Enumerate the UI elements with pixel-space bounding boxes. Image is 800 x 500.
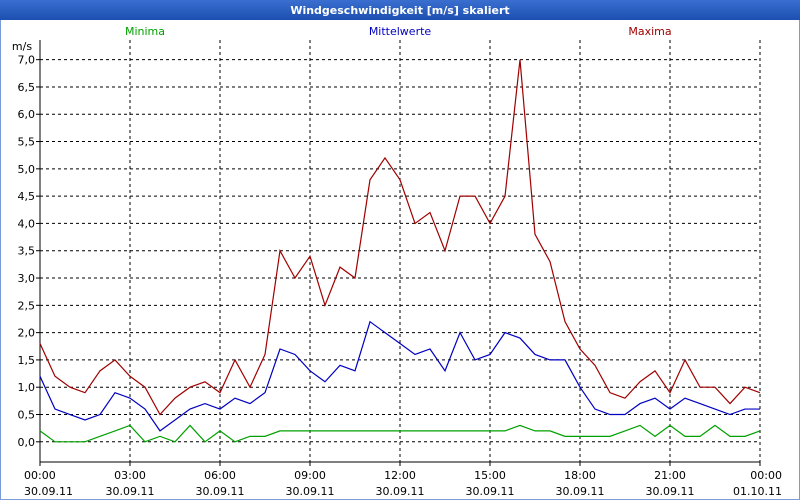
y-tick-label: 4,5 — [18, 190, 36, 203]
series-line — [39, 59, 761, 416]
x-tick-label: 03:00 — [114, 469, 146, 482]
x-tick-date: 30.09.11 — [106, 485, 155, 498]
y-tick-label: 1,5 — [18, 354, 36, 367]
y-tick-label: 6,5 — [18, 81, 36, 94]
legend-entry: Maxima — [628, 25, 671, 38]
y-tick-label: 3,0 — [18, 272, 36, 285]
title-bar — [0, 0, 800, 20]
x-tick-date: 30.09.11 — [286, 485, 335, 498]
series-line — [39, 424, 761, 443]
x-tick-date: 30.09.11 — [24, 485, 73, 498]
x-tick-label: 00:00 — [24, 469, 56, 482]
x-tick-date: 30.09.11 — [376, 485, 425, 498]
y-tick-label: 7,0 — [18, 54, 36, 67]
x-tick-date: 01.10.11 — [733, 485, 782, 498]
x-tick-label: 21:00 — [654, 469, 686, 482]
series-line — [39, 320, 760, 432]
y-tick-label: 0,5 — [18, 409, 36, 422]
x-tick-label: 09:00 — [294, 469, 326, 482]
y-tick-label: 3,5 — [18, 245, 36, 258]
x-tick-label: 18:00 — [564, 469, 596, 482]
x-tick-date: 30.09.11 — [196, 485, 245, 498]
x-tick-label: 12:00 — [384, 469, 416, 482]
y-tick-label: 5,0 — [18, 163, 36, 176]
y-tick-label: 6,0 — [18, 108, 36, 121]
y-tick-label: 2,0 — [18, 327, 36, 340]
y-tick-label: 4,0 — [18, 217, 36, 230]
legend-entry: Minima — [125, 25, 165, 38]
x-tick-date: 30.09.11 — [646, 485, 695, 498]
y-tick-label: 1,0 — [18, 381, 36, 394]
x-tick-date: 30.09.11 — [466, 485, 515, 498]
y-tick-label: 2,5 — [18, 299, 36, 312]
legend-entry: Mittelwerte — [369, 25, 432, 38]
chart-title: Windgeschwindigkeit [m/s] skaliert — [290, 4, 509, 17]
y-tick-label: 0,0 — [18, 436, 36, 449]
y-tick-label: 5,5 — [18, 136, 36, 149]
x-tick-label: 00:00 — [750, 469, 782, 482]
x-tick-label: 15:00 — [474, 469, 506, 482]
x-tick-date: 30.09.11 — [556, 485, 605, 498]
x-tick-label: 06:00 — [204, 469, 236, 482]
y-axis-label: m/s — [12, 40, 32, 53]
